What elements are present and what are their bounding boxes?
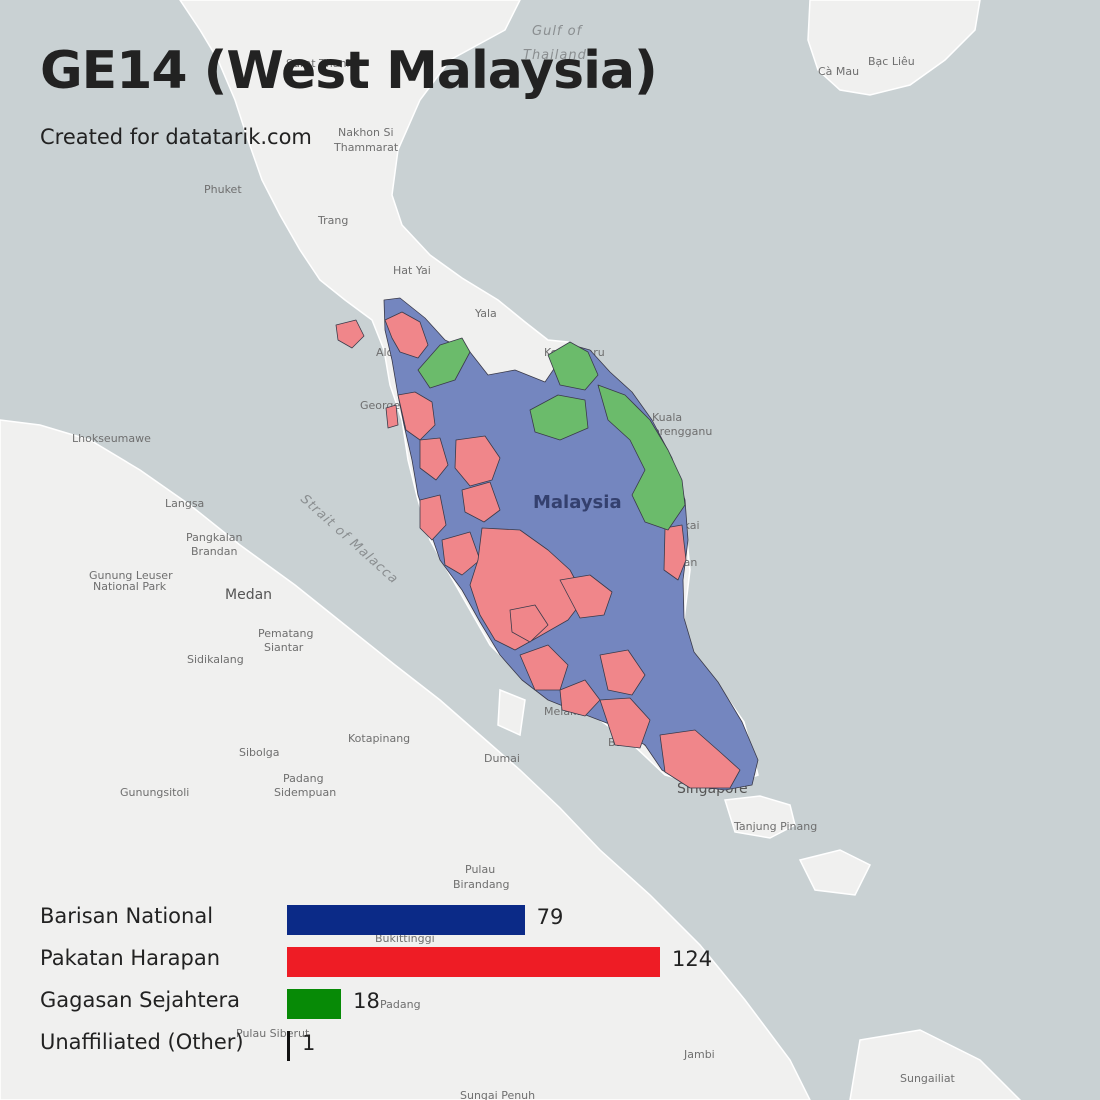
map-label: Surat Thani	[286, 57, 350, 70]
region-pas-kelantan-inland	[529, 394, 589, 441]
lingga-islands	[798, 849, 872, 896]
map-label: Sungai Penuh	[460, 1089, 535, 1100]
map-label: Padang	[380, 998, 421, 1011]
map-label: Thailand	[523, 48, 587, 63]
map-label: Trang	[317, 214, 348, 227]
legend-label: Gagasan Sejahtera	[40, 988, 241, 1012]
map-label: Pulau Siberut	[236, 1027, 310, 1040]
region-ph-johor-west	[599, 697, 651, 749]
region-ph-selangor	[469, 527, 586, 651]
map-label: National Park	[93, 580, 167, 593]
region-ph-penang	[397, 391, 436, 441]
region-pas-terengganu	[597, 384, 686, 531]
indochina	[807, 0, 981, 96]
map-label: Brandan	[191, 545, 238, 558]
map-label: Phuket	[204, 183, 242, 196]
legend-label: Barisan National	[40, 904, 214, 928]
region-ph-perak-ipoh	[454, 435, 501, 487]
region-ph-melaka	[559, 679, 601, 717]
legend-row-gagasan-sejahtera: Gagasan Sejahtera 18	[40, 984, 760, 1026]
map-label: Pulau	[465, 863, 495, 876]
region-ph-perak-mid	[461, 481, 501, 523]
map-label: Sidempuan	[274, 786, 336, 799]
legend-value: 1	[302, 1031, 316, 1055]
country-label: Malaysia	[533, 492, 622, 513]
map-label: Birandang	[453, 878, 510, 891]
region-pas-kedah	[417, 337, 471, 389]
legend-bar	[287, 947, 660, 977]
legend-value: 124	[672, 947, 713, 971]
region-ph-langkawi	[335, 319, 365, 349]
sumatra	[0, 419, 811, 1100]
map-label: Gulf of	[532, 24, 584, 39]
region-ph-perak-south	[441, 531, 481, 576]
small-island	[497, 688, 526, 737]
map-label: Kuala	[652, 411, 682, 424]
map-label: Kotapinang	[348, 732, 410, 745]
map-label: Yala	[474, 307, 497, 320]
map-label: Tanjung Pinang	[733, 820, 817, 833]
map-label: Terengganu	[647, 425, 712, 438]
map-label: Padang	[283, 772, 324, 785]
map-label: Pematang	[258, 627, 313, 640]
region-ph-kl	[509, 604, 549, 643]
legend-bar	[287, 989, 342, 1019]
region-ph-johor-south	[659, 729, 741, 789]
legend-row-barisan-national: Barisan National 79	[40, 900, 760, 942]
legend-value: 79	[536, 905, 564, 929]
map-label: Bạc Liêu	[868, 55, 915, 68]
legend-label: Pakatan Harapan	[40, 946, 221, 970]
map-label: Bukittinggi	[375, 932, 435, 945]
map-label: Jambi	[683, 1048, 715, 1061]
legend-label: Unaffiliated (Other)	[40, 1030, 244, 1054]
region-ph-segamat	[599, 649, 646, 696]
region-ph-kedah	[384, 311, 429, 359]
constituency-layer	[335, 297, 759, 791]
map-label: Langsa	[165, 497, 204, 510]
bangka-island	[849, 1029, 1022, 1100]
page-subtitle: Created for datatarik.com	[40, 125, 312, 149]
region-ph-perak-north	[419, 437, 449, 481]
region-pas-kelantan-coast	[547, 341, 599, 391]
map-label: Gunung Leuser	[89, 569, 173, 582]
region-ph-perak-coast	[419, 494, 447, 541]
legend-bar	[287, 905, 525, 935]
legend-row-pakatan-harapan: Pakatan Harapan 124	[40, 942, 760, 984]
map-label: Sidikalang	[187, 653, 244, 666]
riau-islands	[724, 795, 796, 839]
legend-row-unaffiliated: Unaffiliated (Other) 1	[40, 1026, 760, 1068]
region-ph-negeri	[519, 644, 569, 691]
map-label: Cà Mau	[818, 65, 859, 78]
region-ph-pangkor	[385, 404, 399, 429]
map-label: Medan	[225, 587, 272, 603]
map-label: Pangkalan	[186, 531, 243, 544]
map-label: Sibolga	[239, 746, 280, 759]
map-label: Lhokseumawe	[72, 432, 151, 445]
map-label: Thammarat	[333, 141, 399, 154]
region-ph-kuantan	[663, 524, 687, 581]
map-label: Sungailiat	[900, 1072, 956, 1085]
map-label: Siantar	[264, 641, 304, 654]
seat-count-legend: Barisan National 79 Pakatan Harapan 124 …	[40, 900, 760, 1068]
map-label: Dumai	[484, 752, 520, 765]
map-label: Hat Yai	[393, 264, 431, 277]
legend-value: 18	[353, 989, 380, 1013]
page-title: GE14 (West Malaysia)	[40, 41, 658, 101]
legend-bar	[287, 1031, 290, 1061]
region-ph-temerloh	[559, 574, 613, 619]
map-label: Gunungsitoli	[120, 786, 189, 799]
map-label: Nakhon Si	[338, 126, 394, 139]
